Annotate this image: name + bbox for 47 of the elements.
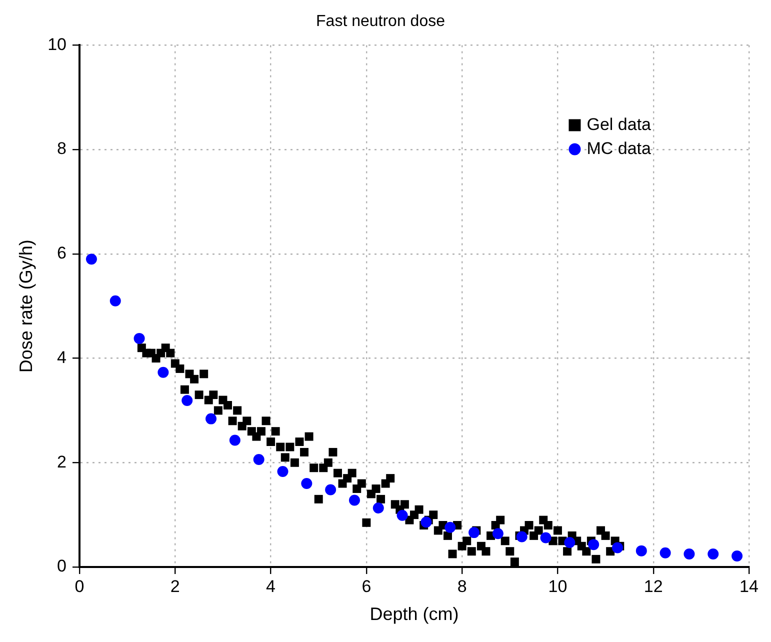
- y-tick-label: 4: [57, 348, 67, 367]
- point: [158, 366, 169, 378]
- x-tick-label: 8: [457, 576, 467, 596]
- point: [182, 395, 193, 406]
- point: [588, 539, 600, 550]
- legend-label: MC data: [586, 138, 652, 158]
- point: [325, 484, 336, 496]
- x-tick-label: 2: [170, 576, 180, 596]
- point: [732, 550, 743, 562]
- x-tick-label: 0: [74, 576, 84, 596]
- point: [540, 532, 552, 544]
- x-tick-label: 12: [644, 576, 663, 596]
- point: [277, 466, 288, 478]
- x-tick-label: 10: [548, 576, 568, 596]
- chart-title: Fast neutron dose: [316, 13, 446, 30]
- point: [444, 522, 456, 533]
- point: [420, 516, 432, 528]
- point: [372, 502, 384, 514]
- x-axis-title: Depth (cm): [370, 604, 459, 624]
- y-tick-label: 6: [57, 244, 67, 263]
- point: [684, 548, 695, 560]
- point: [708, 548, 719, 560]
- y-tick-label: 2: [57, 452, 67, 472]
- point: [612, 542, 623, 554]
- y-tick-label: 8: [57, 139, 67, 158]
- point: [492, 528, 504, 540]
- point: [86, 254, 97, 265]
- point: [134, 332, 145, 344]
- point: [348, 494, 360, 506]
- point: [516, 531, 528, 542]
- y-axis-title: Dose rate (Gy/h): [16, 240, 36, 373]
- point: [468, 527, 480, 538]
- point: [206, 413, 217, 424]
- point: [396, 510, 408, 521]
- point: [110, 295, 121, 306]
- x-tick-label: 4: [266, 576, 276, 596]
- point: [301, 478, 312, 490]
- y-tick-label: 10: [48, 34, 67, 54]
- legend-label: Gel data: [586, 114, 652, 134]
- x-tick-label: 6: [362, 576, 372, 596]
- point: [253, 454, 264, 466]
- x-tick-label: 14: [740, 576, 758, 596]
- point: [660, 547, 671, 558]
- point: [564, 536, 576, 548]
- point: [636, 545, 647, 556]
- point: [229, 434, 240, 446]
- y-tick-label: 0: [57, 556, 67, 576]
